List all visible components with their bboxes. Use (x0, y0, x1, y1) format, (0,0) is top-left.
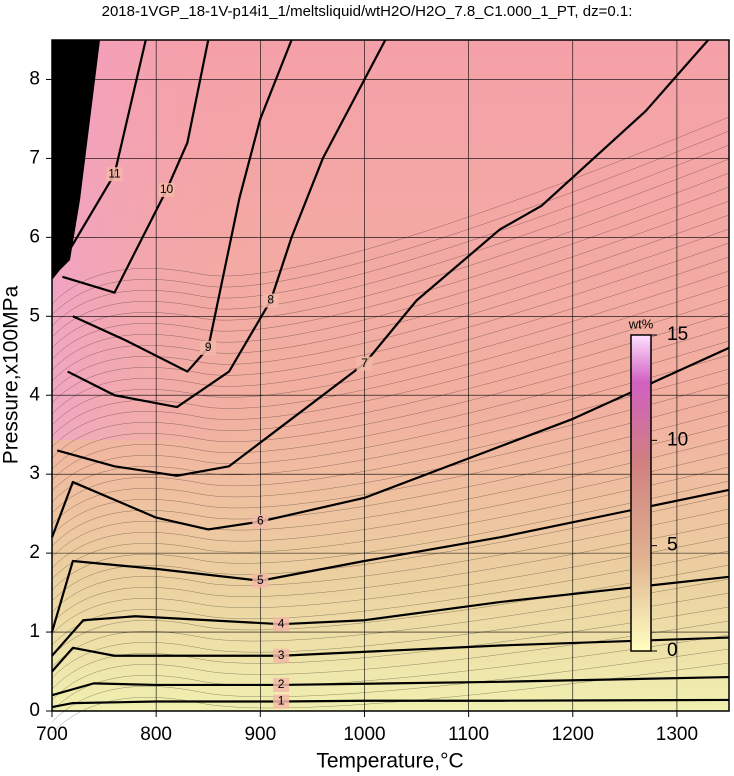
y-tick-label: 5 (29, 305, 40, 326)
x-tick-label: 700 (36, 724, 68, 745)
minor-contour (51, 648, 730, 723)
contour-label: 5 (257, 573, 264, 587)
contour-label-bg (273, 677, 290, 692)
contour-label-bg (273, 617, 290, 632)
minor-contour (51, 228, 730, 393)
y-tick-label: 4 (29, 384, 40, 405)
y-tick-label: 1 (29, 621, 40, 642)
minor-contour (51, 270, 730, 426)
minor-contour (51, 480, 730, 591)
contour-label: 9 (205, 340, 212, 354)
chart-title: 2018-1VGP_18-1V-p14i1_1/meltsliquid/wtH2… (102, 3, 633, 20)
minor-contour (51, 606, 730, 690)
contour-label-bg (200, 340, 217, 355)
colorbar-tick-label: 5 (667, 535, 678, 556)
minor-contour (51, 130, 730, 316)
minor-contour (51, 382, 730, 514)
minor-contour (51, 172, 730, 349)
contour-label: 7 (361, 356, 368, 370)
colorbar-tick-label: 10 (667, 429, 688, 450)
minor-contour (51, 214, 730, 382)
minor-contour (51, 508, 730, 613)
contour-line (51, 675, 730, 697)
contour-label: 4 (278, 616, 285, 630)
contour-label: 6 (257, 514, 264, 528)
contour-label: 1 (278, 694, 285, 708)
contour-line (51, 636, 730, 673)
minor-contour (51, 186, 730, 360)
y-tick-label: 8 (29, 68, 40, 89)
colorbar-label: wt% (628, 316, 654, 331)
minor-contour (51, 550, 730, 646)
colorbar-tick-label: 15 (667, 324, 688, 345)
plot-frame (51, 39, 730, 712)
minor-contour (51, 144, 730, 327)
y-axis-label: Pressure,x100MPa (0, 285, 23, 464)
minor-contour (51, 326, 730, 470)
x-tick-label: 800 (140, 724, 172, 745)
contour-label: 11 (108, 166, 121, 180)
minor-contour (51, 284, 730, 437)
y-tick-label: 3 (29, 463, 40, 484)
minor-contour (51, 200, 730, 371)
minor-contour (51, 592, 730, 679)
contour-label-bg (106, 167, 123, 182)
black-region (52, 40, 100, 280)
minor-contour (51, 438, 730, 558)
minor-contour (51, 452, 730, 569)
contour-label-bg (262, 293, 279, 308)
x-tick-label: 1000 (343, 724, 385, 745)
minor-contour (51, 466, 730, 580)
minor-contour (51, 242, 730, 404)
contour-label-bg (252, 573, 269, 588)
y-tick-label: 6 (29, 226, 40, 247)
contour-label: 2 (278, 677, 285, 691)
x-tick-label: 900 (244, 724, 276, 745)
minor-contour (51, 536, 730, 635)
minor-contour (51, 578, 730, 668)
y-tick-label: 0 (29, 700, 40, 721)
contour-label-bg (356, 356, 373, 371)
minor-contour (51, 396, 730, 525)
y-tick-label: 2 (29, 542, 40, 563)
minor-contour (51, 354, 730, 492)
minor-contour (51, 522, 730, 624)
contour-label-bg (252, 514, 269, 529)
contour-label-bg (273, 648, 290, 663)
x-tick-label: 1300 (656, 724, 698, 745)
minor-contour (51, 116, 730, 305)
x-tick-label: 1100 (448, 724, 489, 745)
contour-label: 8 (267, 293, 274, 307)
minor-contour (51, 298, 730, 448)
contour-label: 10 (160, 182, 174, 196)
minor-contour (51, 158, 730, 338)
contour-label-bg (273, 694, 290, 709)
x-axis-label: Temperature,°C (316, 750, 463, 773)
colorbar (630, 334, 652, 652)
x-tick-label: 1200 (552, 724, 594, 745)
contour-label: 3 (278, 648, 285, 662)
minor-contour (51, 620, 730, 701)
minor-contour (51, 494, 730, 602)
contour-label-bg (158, 182, 175, 197)
minor-contour (51, 410, 730, 536)
colorbar-tick-label: 0 (667, 640, 678, 661)
minor-contour (51, 312, 730, 459)
minor-contour (51, 424, 730, 547)
minor-contour (51, 256, 730, 415)
y-tick-label: 7 (29, 147, 40, 168)
